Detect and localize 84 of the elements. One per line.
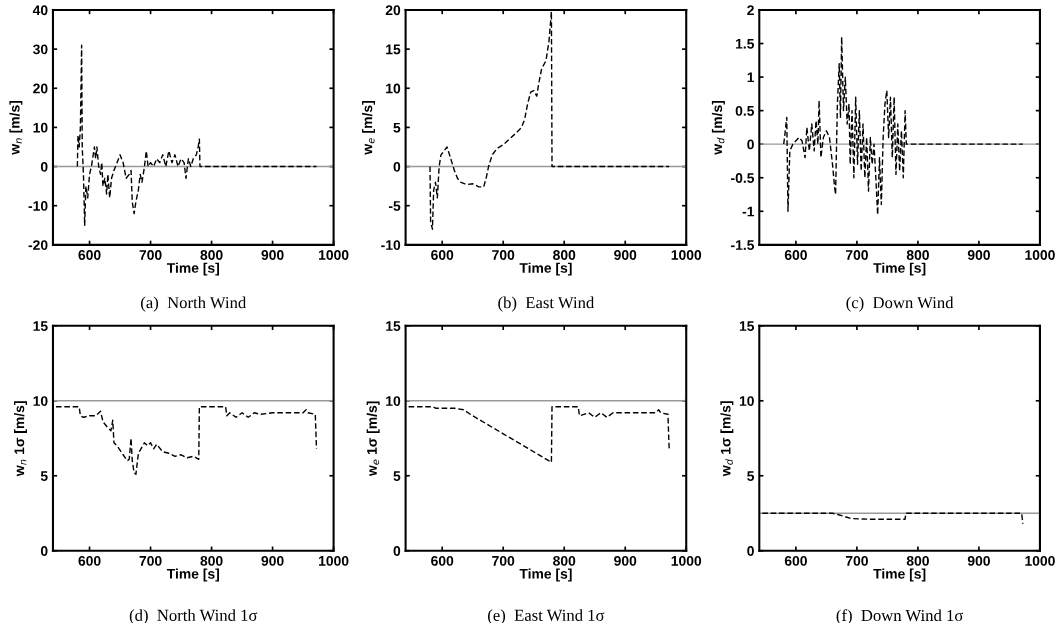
y-tick-label: 0	[393, 161, 401, 172]
y-axis-title: w$_{n}$ 1σ [m/s]	[14, 401, 27, 477]
y-tick-label: 15	[386, 321, 401, 331]
y-tick-label: 15	[386, 44, 401, 55]
line-series	[55, 406, 318, 475]
y-tick-label: -0.5	[731, 173, 755, 183]
x-tick-label: 800	[200, 250, 223, 260]
y-axis-title: w$_{e}$ 1σ [m/s]	[366, 401, 380, 477]
y-tick-label: 0.5	[735, 105, 755, 116]
x-tick-label: 600	[431, 555, 454, 566]
y-tick-label: -10	[28, 201, 48, 211]
y-tick-label: 0	[40, 546, 48, 556]
x-axis-title: Time [s]	[873, 262, 926, 276]
y-axis-title: w$_{n}$ [m/s]	[9, 100, 23, 155]
y-axis-title: w$_{d}$ [m/s]	[711, 100, 725, 155]
y-tick-label: -5	[388, 201, 401, 211]
y-tick-label: 5	[393, 122, 401, 133]
x-tick-label: 1000	[1025, 250, 1055, 260]
x-tick-label: 900	[261, 250, 284, 260]
text: (b) East Wind	[498, 296, 595, 312]
y-tick-label: 5	[747, 471, 755, 481]
x-axis-title: Time [s]	[873, 568, 926, 582]
x-axis-title: Time [s]	[166, 262, 219, 276]
text: (c) Down Wind	[846, 296, 954, 312]
y-tick-label: 2	[747, 5, 754, 15]
y-tick-label: 0	[747, 139, 754, 150]
y-axis-title: w$_{e}$ [m/s]	[362, 101, 375, 155]
y-tick-label: 0	[40, 161, 48, 172]
y-tick-label: 15	[739, 321, 755, 331]
x-tick-label: 700	[139, 555, 162, 566]
y-axis-title: w$_{d}$ 1σ [m/s]	[720, 401, 734, 477]
y-tick-label: 1	[747, 72, 755, 83]
y-tick-label: -20	[28, 240, 48, 251]
x-tick-label: 900	[614, 250, 637, 260]
y-tick-label: 10	[386, 396, 401, 406]
line-series	[761, 512, 1024, 525]
x-tick-label: 1000	[671, 250, 702, 260]
x-axis-title: Time [s]	[519, 568, 572, 582]
x-axis-title: Time [s]	[519, 262, 572, 276]
x-tick-label: 800	[906, 250, 929, 260]
y-tick-label: 20	[385, 5, 401, 16]
x-tick-label: 700	[845, 555, 868, 566]
x-tick-label: 900	[967, 250, 990, 260]
y-tick-label: 10	[33, 122, 48, 133]
x-tick-label: 600	[431, 250, 454, 260]
line-series	[783, 36, 1024, 216]
y-tick-label: 10	[386, 83, 401, 94]
x-tick-label: 900	[261, 555, 284, 566]
x-tick-label: 1000	[319, 555, 349, 566]
y-tick-label: 15	[33, 321, 48, 331]
y-tick-label: -1.5	[731, 240, 755, 251]
y-tick-label: 0	[393, 546, 401, 556]
x-tick-label: 1000	[1025, 555, 1055, 566]
y-tick-label: 10	[739, 396, 754, 406]
x-tick-label: 800	[906, 555, 929, 566]
y-tick-label: 1.5	[736, 39, 755, 49]
y-tick-label: 40	[32, 5, 48, 16]
x-tick-label: 600	[78, 555, 101, 566]
line-series	[407, 406, 670, 463]
x-tick-label: 1000	[671, 555, 702, 566]
x-tick-label: 800	[553, 250, 576, 260]
x-tick-label: 800	[200, 555, 223, 566]
y-tick-label: 5	[40, 471, 48, 481]
x-tick-label: 600	[784, 555, 807, 566]
x-axis-title: Time [s]	[166, 568, 219, 582]
y-tick-label: -10	[381, 240, 401, 251]
y-tick-label: 5	[393, 471, 401, 481]
y-tick-label: 10	[33, 396, 48, 406]
y-tick-label: 30	[32, 44, 48, 55]
x-tick-label: 600	[78, 250, 101, 260]
y-tick-label: 20	[33, 83, 48, 94]
x-tick-label: 600	[784, 250, 807, 260]
x-tick-label: 1000	[319, 250, 349, 260]
x-tick-label: 900	[967, 555, 990, 566]
y-tick-label: -1	[742, 206, 755, 217]
x-tick-label: 900	[614, 555, 637, 566]
x-tick-label: 700	[845, 250, 868, 260]
x-tick-label: 800	[553, 555, 576, 566]
x-tick-label: 700	[492, 250, 515, 260]
y-tick-label: 0	[747, 546, 754, 556]
line-series	[76, 44, 318, 226]
text: (a) North Wind	[141, 296, 247, 312]
x-tick-label: 700	[492, 555, 515, 566]
x-tick-label: 700	[139, 250, 162, 260]
